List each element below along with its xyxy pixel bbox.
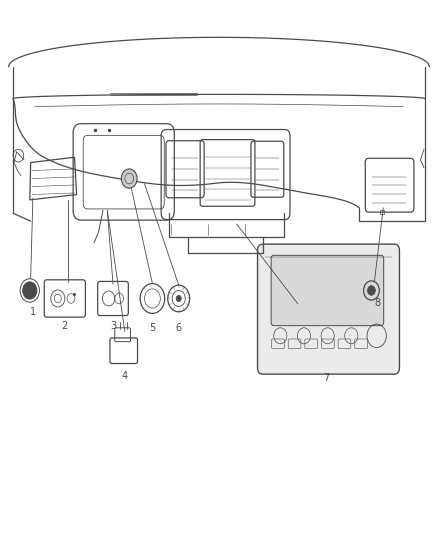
Circle shape <box>121 169 137 188</box>
Text: 2: 2 <box>62 321 68 331</box>
FancyBboxPatch shape <box>258 244 399 374</box>
Text: 5: 5 <box>149 323 155 333</box>
Circle shape <box>23 282 37 299</box>
Text: 7: 7 <box>323 374 329 383</box>
Circle shape <box>367 286 375 295</box>
Text: 8: 8 <box>374 298 381 308</box>
Text: 1: 1 <box>30 307 36 317</box>
Text: 4: 4 <box>122 371 128 381</box>
Circle shape <box>176 295 181 302</box>
Text: 3: 3 <box>110 321 116 331</box>
Text: 6: 6 <box>176 323 182 333</box>
FancyBboxPatch shape <box>271 255 384 326</box>
